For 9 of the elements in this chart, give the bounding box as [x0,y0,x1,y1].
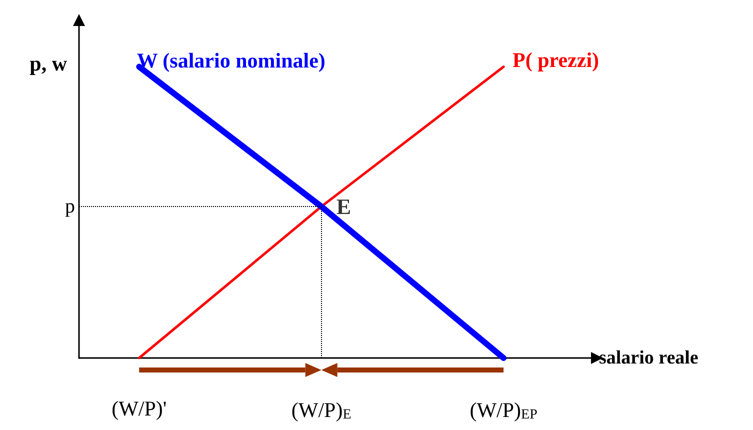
annotation: E [336,194,352,220]
x-axis-title: salario reale [599,348,698,368]
x-tick-label: (W/P)' [112,396,167,420]
ref-line-label: p [65,196,75,218]
x-tick-label: (W/P)EP [470,398,538,422]
series-label: W (salario nominale) [136,48,326,72]
series-label: P( prezzi) [512,48,600,72]
y-axis-title: p, w [30,52,68,76]
x-tick-label: (W/P)E [291,398,352,422]
